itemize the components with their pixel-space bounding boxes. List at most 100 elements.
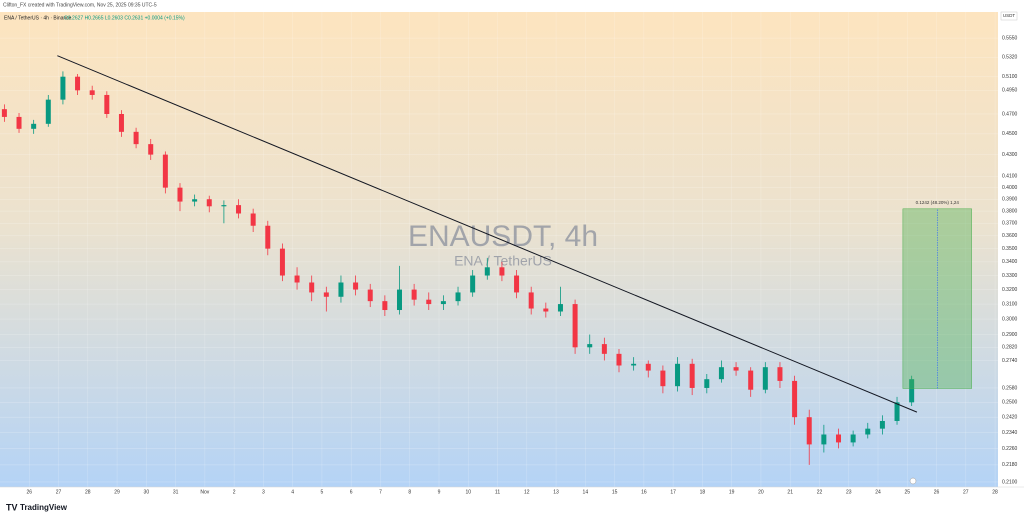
goto-button[interactable] <box>909 477 917 485</box>
candle-body <box>909 379 915 403</box>
x-tick-label: 29 <box>114 489 120 495</box>
y-tick-label: 0.2260 <box>1002 446 1018 452</box>
y-tick-label: 0.3700 <box>1002 221 1018 227</box>
y-tick-label: 0.5320 <box>1002 55 1018 61</box>
candle-body <box>894 402 900 421</box>
y-tick-label: 0.2420 <box>1002 415 1018 421</box>
x-tick-label: 28 <box>992 489 998 495</box>
y-tick-label: 0.2740 <box>1002 358 1018 364</box>
candle-body <box>835 434 841 443</box>
candle-body <box>748 370 754 390</box>
x-tick-label: 24 <box>875 489 881 495</box>
x-tick-label: 14 <box>583 489 589 495</box>
x-tick-label: 8 <box>408 489 411 495</box>
x-tick-label: 25 <box>904 489 910 495</box>
candle-body <box>396 289 402 311</box>
x-tick-label: 30 <box>144 489 150 495</box>
y-tick-label: 0.3100 <box>1002 301 1018 307</box>
price-axis <box>998 12 1024 497</box>
candle-body <box>718 367 724 380</box>
candle-body <box>177 187 183 202</box>
candle-body <box>470 275 476 293</box>
x-tick-label: 15 <box>612 489 618 495</box>
plot-background <box>0 12 998 487</box>
x-tick-label: 31 <box>173 489 179 495</box>
candle-body <box>762 367 768 390</box>
candle-body <box>323 292 329 297</box>
y-tick-label: 0.5100 <box>1002 74 1018 80</box>
candle-body <box>1 109 7 117</box>
candle-body <box>162 154 168 188</box>
candle-body <box>689 363 695 388</box>
y-tick-label: 0.3200 <box>1002 287 1018 293</box>
currency-box[interactable] <box>1000 11 1018 21</box>
candle-body <box>865 428 871 435</box>
ohlc-label: O0.2627 H0.2665 L0.2603 C0.2631 +0.0004 … <box>64 15 185 21</box>
candle-body <box>572 304 578 348</box>
y-tick-label: 0.2180 <box>1002 462 1018 468</box>
candle-body <box>250 213 256 226</box>
watermark-title: ENAUSDT, 4h <box>408 220 598 253</box>
candle-body <box>675 363 681 387</box>
candle-body <box>338 282 344 297</box>
y-tick-label: 0.2900 <box>1002 332 1018 338</box>
candle-body <box>426 299 432 305</box>
candle-body <box>75 76 81 91</box>
y-tick-label: 0.2500 <box>1002 400 1018 406</box>
candle-body <box>353 282 359 290</box>
x-tick-label: 16 <box>641 489 647 495</box>
candle-body <box>440 301 446 305</box>
y-tick-label: 0.3600 <box>1002 233 1018 239</box>
candle-body <box>484 267 490 276</box>
x-tick-label: 9 <box>438 489 441 495</box>
x-tick-label: 27 <box>56 489 62 495</box>
symbol-label: ENA / TetherUS · 4h · Binance <box>4 15 72 21</box>
x-tick-label: 10 <box>465 489 471 495</box>
candle-body <box>206 199 212 207</box>
candle-body <box>60 76 66 100</box>
logo-mark: TV <box>6 502 18 512</box>
candle-body <box>587 344 593 348</box>
candle-body <box>543 308 549 312</box>
x-tick-label: 4 <box>291 489 294 495</box>
candle-body <box>792 380 798 418</box>
y-tick-label: 0.3400 <box>1002 259 1018 265</box>
y-tick-label: 0.4500 <box>1002 131 1018 137</box>
y-tick-label: 0.3800 <box>1002 208 1018 214</box>
x-tick-label: 23 <box>846 489 852 495</box>
x-tick-label: 7 <box>379 489 382 495</box>
y-tick-label: 0.4000 <box>1002 185 1018 191</box>
measure-label: 0.1242 (48.20%) 1,24 <box>916 200 960 205</box>
y-tick-label: 0.3000 <box>1002 316 1018 322</box>
y-tick-label: 0.3900 <box>1002 197 1018 203</box>
candle-body <box>221 205 227 207</box>
candle-body <box>733 367 739 371</box>
y-tick-label: 0.5550 <box>1002 35 1018 41</box>
x-tick-label: 19 <box>729 489 735 495</box>
candle-body <box>645 363 651 371</box>
candle-body <box>704 379 710 388</box>
candle-body <box>265 225 271 249</box>
x-tick-label: 6 <box>350 489 353 495</box>
candle-body <box>279 248 285 276</box>
candle-body <box>821 434 827 445</box>
candle-body <box>660 370 666 387</box>
candle-body <box>309 282 315 293</box>
candle-body <box>514 275 520 293</box>
x-tick-label: Nov <box>200 489 209 495</box>
candle-body <box>601 344 607 354</box>
candle-body <box>236 205 242 214</box>
y-tick-label: 0.4100 <box>1002 174 1018 180</box>
grid <box>0 12 998 487</box>
y-tick-label: 0.2820 <box>1002 345 1018 351</box>
candle-body <box>382 301 388 311</box>
candle-body <box>411 289 417 300</box>
candle-body <box>294 275 300 283</box>
x-tick-label: 18 <box>700 489 706 495</box>
y-tick-label: 0.4700 <box>1002 111 1018 117</box>
candle-body <box>104 94 110 114</box>
y-tick-label: 0.3500 <box>1002 246 1018 252</box>
candle-body <box>631 363 637 366</box>
x-tick-label: 12 <box>524 489 530 495</box>
candle-body <box>89 90 95 95</box>
